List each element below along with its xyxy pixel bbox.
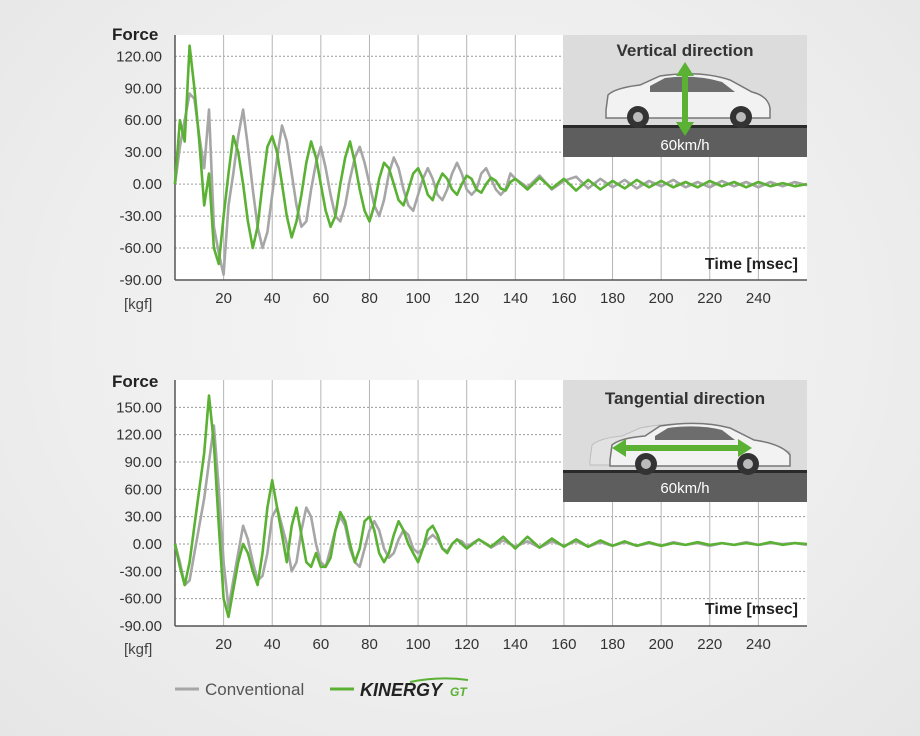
x-axis-title: Time [msec] [705, 601, 798, 618]
inset-speed: 60km/h [660, 137, 709, 154]
y-tick-label: -60.00 [119, 591, 162, 608]
y-tick-label: 30.00 [124, 144, 162, 161]
x-tick-label: 180 [600, 636, 625, 653]
x-tick-labels: 20 40 60 80 100 120 140 160 180 200 220 240 [215, 290, 771, 307]
y-tick-label: 0.00 [133, 176, 162, 193]
x-tick-label: 220 [697, 290, 722, 307]
vertical-force-chart: Force [kgf] 120.00 90.00 60.00 30.00 0.00 -30… [112, 25, 808, 313]
x-tick-label: 40 [264, 290, 281, 307]
y-tick-label: 60.00 [124, 481, 162, 498]
series-lines [173, 44, 808, 277]
y-axis-title: Force [112, 25, 158, 44]
x-tick-label: 60 [313, 290, 330, 307]
x-tick-label: 80 [361, 290, 378, 307]
x-tick-label: 100 [406, 636, 431, 653]
x-tick-label: 120 [454, 290, 479, 307]
x-tick-label: 140 [503, 636, 528, 653]
inset-title: Vertical direction [617, 41, 754, 60]
x-axis-title: Time [msec] [705, 256, 798, 273]
series-line-kinergy [173, 394, 808, 619]
y-tick-labels: 120.00 90.00 60.00 30.00 0.00 -30.00 -60.00 -90… [116, 48, 162, 289]
y-tick-label: 90.00 [124, 454, 162, 471]
y-tick-label: -90.00 [119, 618, 162, 635]
y-tick-label: 120.00 [116, 427, 162, 444]
legend-label-kinergy: KINERGY [360, 680, 444, 700]
legend: Conventional KINERGY GT [175, 677, 468, 700]
y-tick-label: -60.00 [119, 240, 162, 257]
x-tick-label: 80 [361, 636, 378, 653]
inset-title: Tangential direction [605, 389, 765, 408]
x-tick-label: 200 [649, 636, 674, 653]
y-tick-label: -30.00 [119, 563, 162, 580]
x-tick-label: 160 [551, 636, 576, 653]
y-axis-unit: [kgf] [124, 296, 152, 313]
x-tick-label: 40 [264, 636, 281, 653]
x-tick-label: 60 [313, 636, 330, 653]
y-tick-label: 150.00 [116, 399, 162, 416]
x-tick-label: 240 [746, 290, 771, 307]
horizontal-arrow-icon [612, 439, 752, 457]
x-tick-labels: 20 40 60 80 100 120 140 160 180 200 220 240 [215, 636, 771, 653]
kinergy-gt-logo: KINERGY GT [360, 677, 468, 700]
x-tick-label: 20 [215, 290, 232, 307]
x-tick-label: 20 [215, 636, 232, 653]
x-tick-label: 200 [649, 290, 674, 307]
series-lines [173, 394, 808, 619]
x-tick-label: 100 [406, 290, 431, 307]
series-line-kinergy [173, 44, 808, 266]
vertical-arrow-icon [676, 62, 694, 136]
x-tick-label: 140 [503, 290, 528, 307]
inset-speed: 60km/h [660, 480, 709, 497]
y-tick-label: 90.00 [124, 80, 162, 97]
y-tick-label: 60.00 [124, 112, 162, 129]
x-tick-label: 180 [600, 290, 625, 307]
y-tick-label: -30.00 [119, 208, 162, 225]
road-line [563, 470, 807, 473]
legend-label-conventional: Conventional [205, 680, 304, 699]
vertical-direction-inset: Vertical direction 60km/h [563, 35, 807, 157]
y-tick-labels: 150.00 120.00 90.00 60.00 30.00 0.00 -30.00 -60… [116, 399, 162, 635]
x-tick-label: 160 [551, 290, 576, 307]
y-axis-unit: [kgf] [124, 641, 152, 658]
y-tick-label: 120.00 [116, 48, 162, 65]
y-axis-title: Force [112, 372, 158, 391]
road-surface [563, 472, 807, 502]
y-tick-label: -90.00 [119, 272, 162, 289]
x-tick-label: 240 [746, 636, 771, 653]
legend-label-kinergy-suffix: GT [450, 685, 468, 699]
x-tick-label: 120 [454, 636, 479, 653]
y-tick-label: 0.00 [133, 536, 162, 553]
y-tick-label: 30.00 [124, 509, 162, 526]
x-tick-label: 220 [697, 636, 722, 653]
tangential-force-chart: Force [kgf] 150.00 120.00 90.00 60.00 30.00 0… [112, 372, 808, 658]
tangential-direction-inset: Tangential direction 60km/h [563, 380, 807, 502]
